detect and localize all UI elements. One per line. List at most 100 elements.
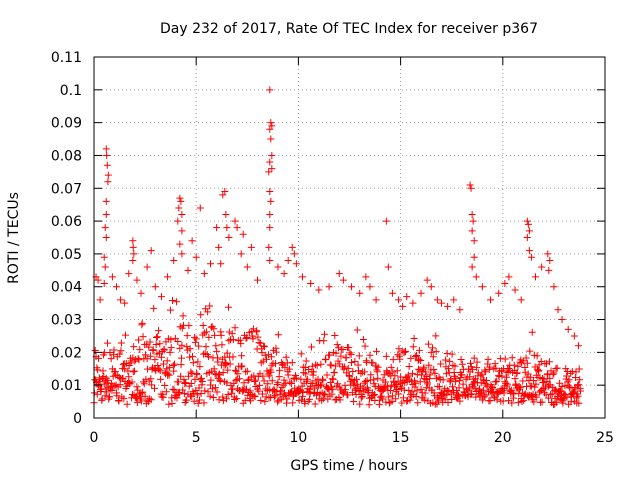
data-point xyxy=(312,361,320,369)
data-point xyxy=(225,328,233,336)
data-point xyxy=(155,365,163,373)
data-point xyxy=(393,367,401,375)
data-point xyxy=(529,377,537,385)
data-point xyxy=(171,360,179,368)
data-point xyxy=(313,361,321,369)
data-point xyxy=(232,376,240,384)
data-point xyxy=(479,394,487,402)
data-point xyxy=(234,370,242,378)
data-point xyxy=(190,397,198,405)
data-point xyxy=(138,319,146,327)
data-point xyxy=(416,366,424,374)
data-point xyxy=(186,345,194,353)
data-point xyxy=(210,325,218,333)
data-point xyxy=(229,336,237,344)
data-point xyxy=(188,237,196,245)
data-point xyxy=(410,335,418,343)
data-point xyxy=(183,332,191,340)
data-point xyxy=(133,394,141,402)
data-point xyxy=(189,352,197,360)
data-point xyxy=(199,321,207,329)
data-point xyxy=(373,368,381,376)
data-point xyxy=(288,243,296,251)
data-point xyxy=(104,376,112,384)
data-point xyxy=(103,388,111,396)
data-point xyxy=(211,384,219,392)
data-point xyxy=(324,384,332,392)
data-point xyxy=(209,393,217,401)
data-point xyxy=(102,211,110,219)
data-point xyxy=(129,368,137,376)
data-point xyxy=(244,376,252,384)
data-point xyxy=(456,397,464,405)
data-point xyxy=(259,372,267,380)
data-point xyxy=(254,276,262,284)
data-point xyxy=(341,386,349,394)
data-point xyxy=(205,333,213,341)
data-point xyxy=(311,400,319,408)
data-point xyxy=(286,378,294,386)
data-point xyxy=(320,337,328,345)
data-point xyxy=(298,396,306,404)
data-point xyxy=(276,366,284,374)
data-point xyxy=(358,392,366,400)
data-point xyxy=(146,352,154,360)
data-point xyxy=(160,346,168,354)
data-point xyxy=(413,352,421,360)
data-point xyxy=(538,263,546,271)
data-point xyxy=(194,358,202,366)
data-point xyxy=(424,380,432,388)
data-point xyxy=(242,335,250,343)
data-point xyxy=(439,376,447,384)
data-point xyxy=(575,399,583,407)
data-point xyxy=(116,350,124,358)
data-point xyxy=(555,388,563,396)
data-point xyxy=(527,253,535,261)
grid-lines xyxy=(94,57,605,418)
data-point xyxy=(533,352,541,360)
data-point xyxy=(128,378,136,386)
data-point xyxy=(533,393,541,401)
data-point xyxy=(285,365,293,373)
data-point xyxy=(417,385,425,393)
data-point xyxy=(148,381,156,389)
data-point xyxy=(389,356,397,364)
data-point xyxy=(523,217,531,225)
data-point xyxy=(192,335,200,343)
data-point xyxy=(152,340,160,348)
data-point xyxy=(348,283,356,291)
data-point xyxy=(215,243,223,251)
x-tick-label: 15 xyxy=(392,430,410,446)
data-point xyxy=(209,385,217,393)
data-point xyxy=(444,398,452,406)
data-point xyxy=(547,391,555,399)
data-point xyxy=(387,363,395,371)
data-point xyxy=(106,348,114,356)
data-point xyxy=(157,375,165,383)
data-point xyxy=(437,299,445,307)
data-point xyxy=(151,356,159,364)
data-point xyxy=(455,392,463,400)
data-point xyxy=(405,362,413,370)
data-point xyxy=(262,385,270,393)
data-point xyxy=(115,373,123,381)
data-point xyxy=(164,273,172,281)
data-point xyxy=(546,256,554,264)
data-point xyxy=(197,311,205,319)
data-point xyxy=(222,395,230,403)
x-tick-label: 10 xyxy=(289,430,307,446)
data-point xyxy=(134,386,142,394)
data-point xyxy=(545,266,553,274)
data-point xyxy=(207,260,215,268)
data-point xyxy=(417,289,425,297)
data-point xyxy=(303,375,311,383)
data-point xyxy=(265,243,273,251)
data-point xyxy=(120,395,128,403)
y-tick-label: 0.04 xyxy=(51,280,82,296)
data-point xyxy=(179,386,187,394)
data-point xyxy=(287,379,295,387)
data-point xyxy=(130,250,138,258)
data-point xyxy=(213,347,221,355)
data-point xyxy=(114,372,122,380)
